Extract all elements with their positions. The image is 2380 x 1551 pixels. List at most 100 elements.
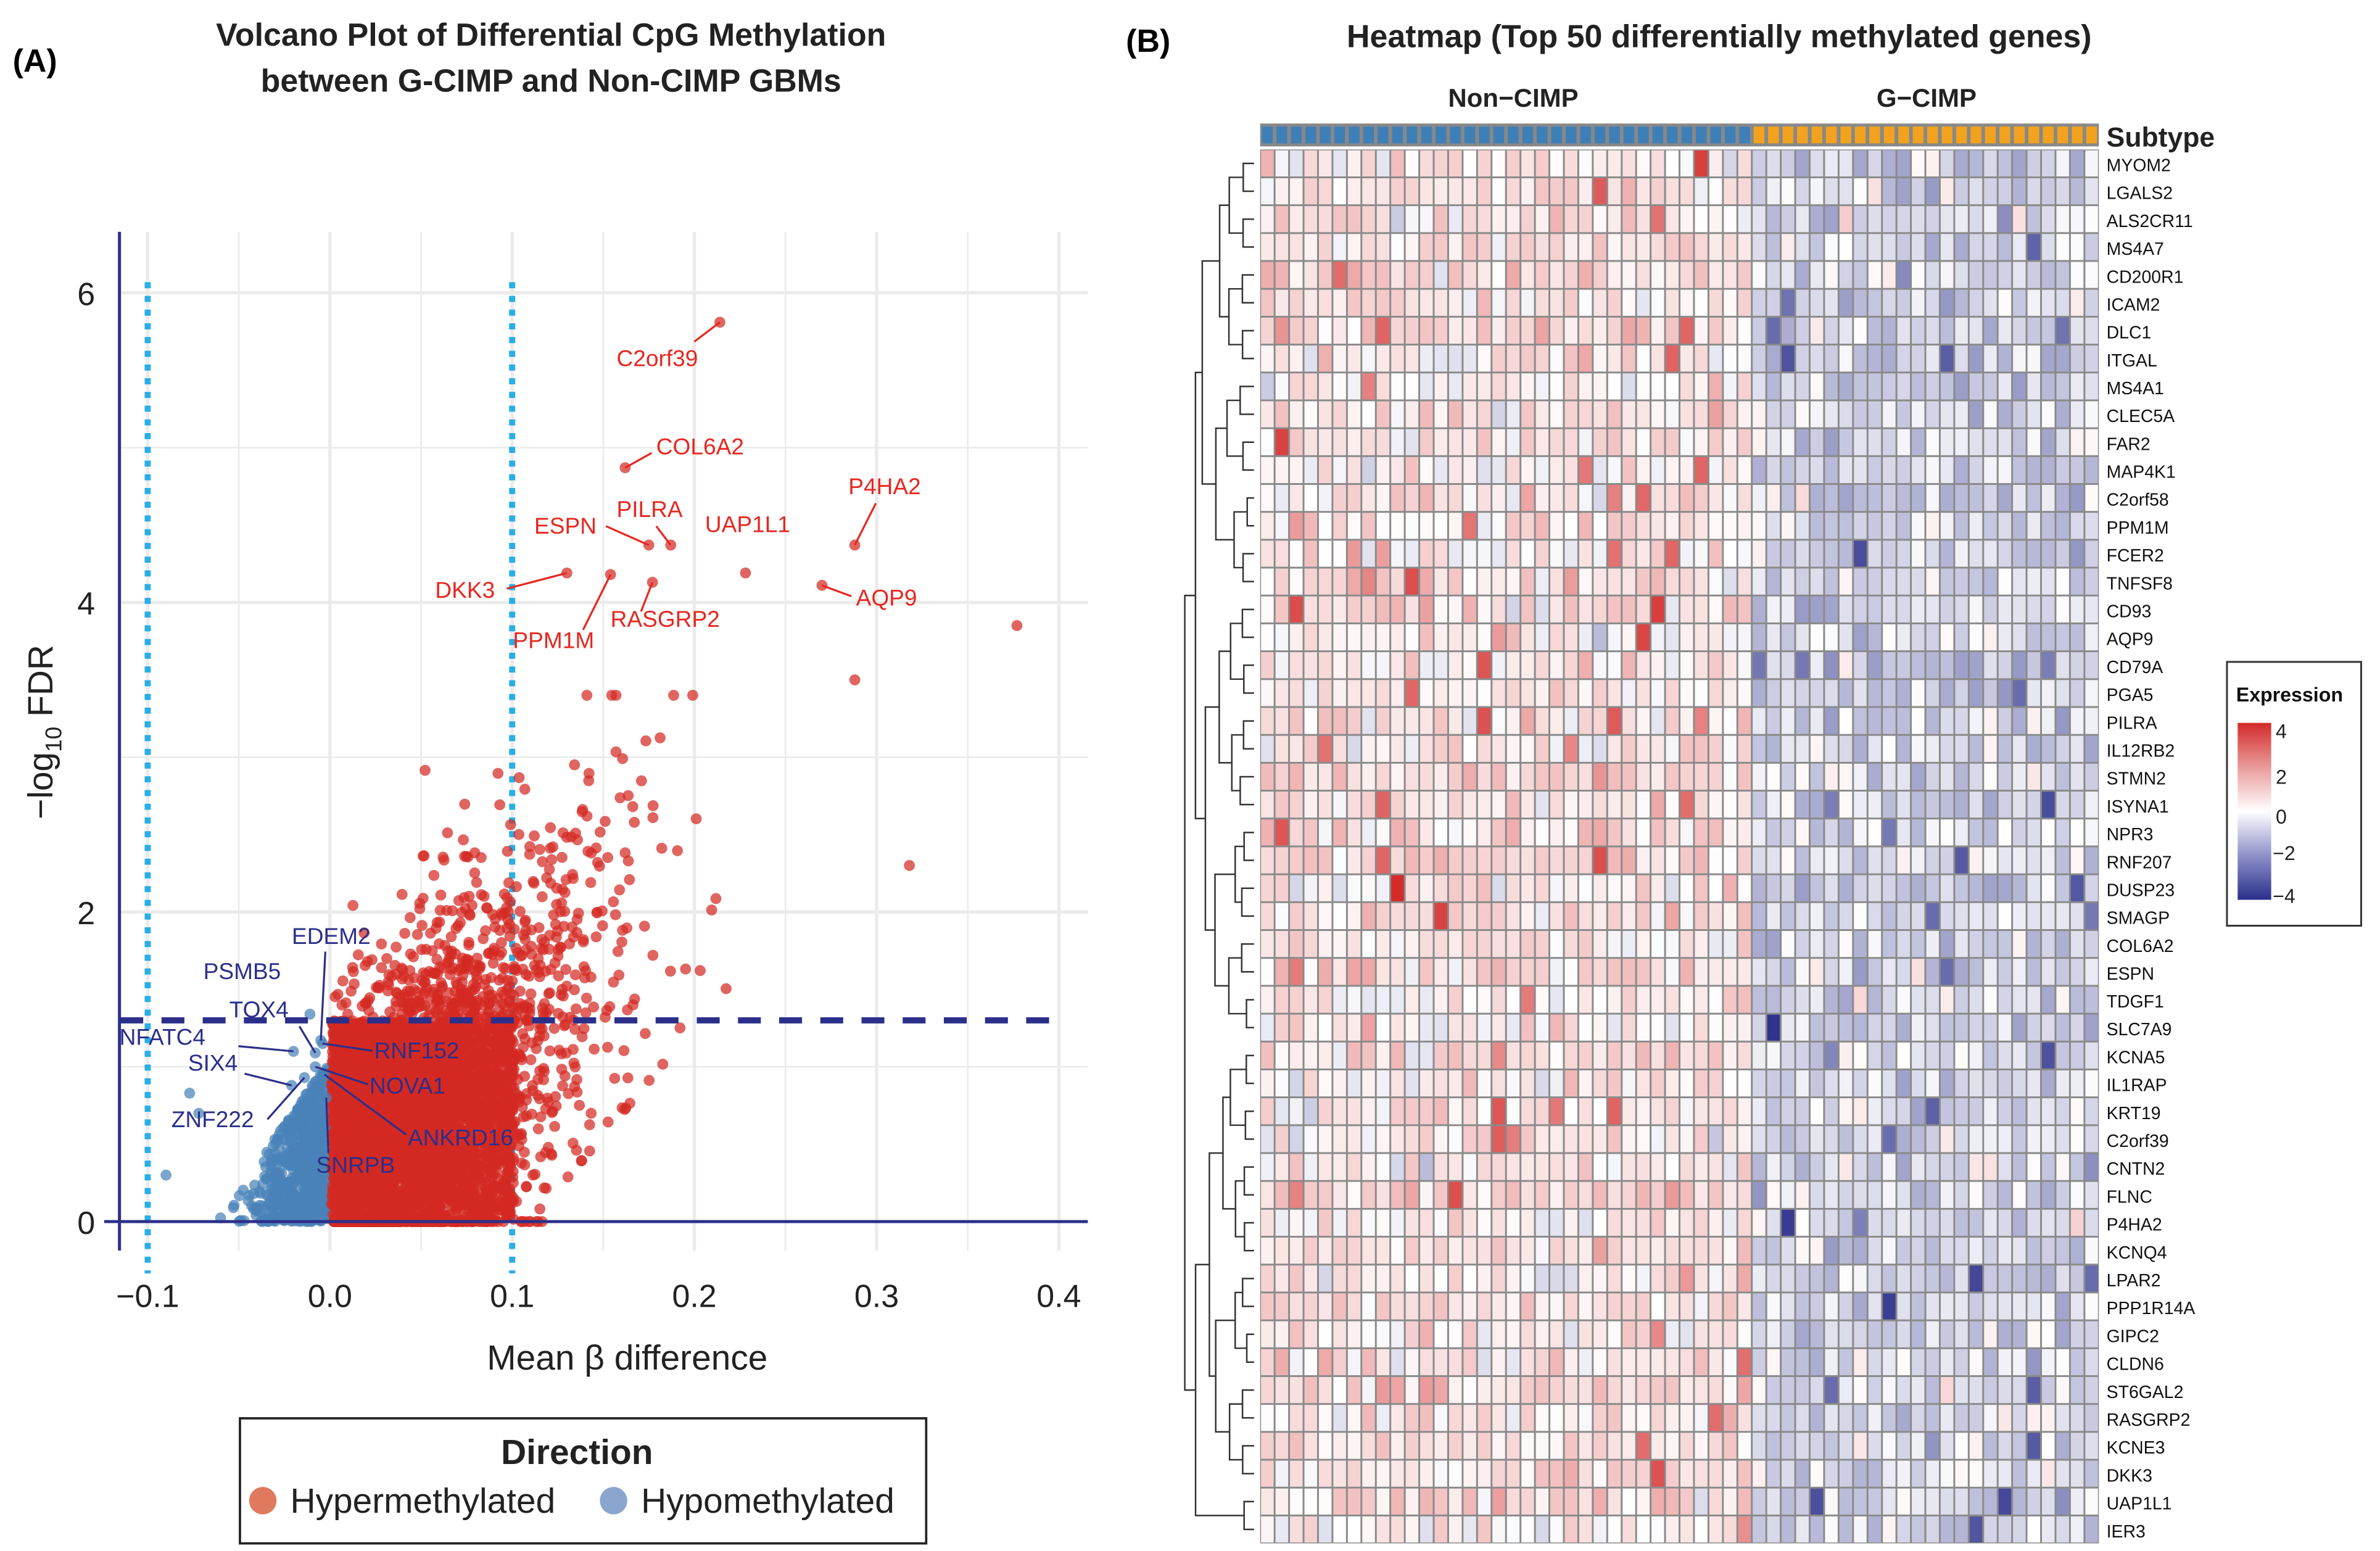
hypo-point — [299, 1204, 310, 1216]
hyper-point — [332, 988, 344, 1000]
hyper-point — [695, 965, 706, 977]
hyper-point — [614, 792, 626, 803]
hypo-point — [263, 1198, 275, 1210]
hyper-point — [511, 1196, 523, 1207]
hyper-point — [390, 941, 402, 953]
hyper-point — [434, 916, 445, 928]
volcano-points — [160, 316, 1023, 1227]
hypo-point — [311, 1195, 322, 1207]
hyper-point — [622, 1004, 633, 1015]
hyper-point — [584, 1119, 595, 1130]
hyper-point — [635, 775, 647, 787]
hypo-point — [293, 1133, 305, 1144]
hyper-point — [336, 999, 348, 1011]
hypo-point — [309, 1076, 321, 1088]
hypo-point — [283, 1115, 294, 1127]
hyper-point — [479, 1035, 490, 1047]
hyper-point — [519, 784, 531, 795]
volcano-panel: (A) Volcano Plot of Differential CpG Met… — [13, 17, 1088, 1545]
panel-a-label: (A) — [13, 43, 57, 79]
hyper-point — [442, 827, 453, 838]
hypo-point — [270, 1168, 281, 1180]
hyper-point — [674, 1022, 686, 1034]
hypo-point — [276, 1175, 288, 1187]
hyper-point — [613, 969, 625, 981]
hyper-point — [687, 690, 698, 701]
hyper-point — [345, 985, 357, 997]
hyper-point — [535, 1111, 547, 1123]
hyper-point — [416, 920, 428, 931]
hyper-point — [537, 891, 548, 903]
hypo-point — [228, 1199, 240, 1211]
hyper-point — [514, 906, 526, 917]
hyper-point — [640, 735, 651, 747]
hypo-point — [312, 1162, 324, 1173]
hypo-point — [234, 1190, 245, 1201]
hyper-point — [664, 966, 676, 977]
hyper-point — [548, 1022, 560, 1034]
hypo-point — [316, 1206, 328, 1217]
hyper-point — [621, 922, 632, 934]
hyper-point — [647, 800, 659, 811]
hyper-point — [458, 834, 469, 846]
hyper-point — [640, 1028, 651, 1040]
hyper-point — [404, 912, 416, 924]
hyper-point — [616, 937, 627, 948]
hyper-point — [710, 893, 722, 904]
hyper-point — [513, 829, 524, 840]
hyper-point — [706, 904, 717, 916]
hypo-point — [297, 1151, 308, 1163]
hyper-point — [494, 925, 506, 937]
hypo-point — [305, 1152, 317, 1164]
hypo-point — [260, 1189, 272, 1201]
hypo-point — [246, 1200, 258, 1212]
hyper-point — [459, 798, 471, 810]
hyper-point — [527, 875, 539, 887]
hyper-point — [521, 1181, 532, 1193]
hyper-point — [481, 902, 492, 914]
hypo-point — [305, 1134, 316, 1146]
volcano-title-line1: Volcano Plot of Differential CpG Methyla… — [216, 17, 886, 53]
hyper-point — [600, 816, 611, 827]
volcano-title-line2: between G-CIMP and Non-CIMP GBMs — [261, 63, 841, 99]
hyper-point — [690, 813, 702, 825]
hyper-point — [480, 1177, 492, 1189]
hyper-point — [417, 850, 429, 862]
hyper-point — [721, 983, 732, 995]
hyper-point — [337, 975, 349, 986]
hyper-point — [585, 1107, 597, 1119]
hypo-point — [312, 1111, 323, 1123]
hyper-point — [503, 877, 514, 888]
hyper-point — [584, 1145, 595, 1157]
hyper-point — [618, 1045, 630, 1056]
hypo-point — [273, 1129, 285, 1141]
hyper-point — [539, 1182, 550, 1194]
hyper-point — [608, 896, 619, 908]
hyper-point — [544, 1045, 556, 1057]
volcano-grid — [119, 231, 1088, 1251]
hyper-point — [547, 841, 559, 853]
hyper-point — [614, 884, 626, 896]
hyper-point — [556, 851, 568, 863]
hyper-point — [496, 937, 507, 948]
hyper-point — [453, 895, 465, 906]
hyper-point — [492, 767, 504, 779]
hyper-point — [503, 1167, 514, 1178]
hyper-point — [647, 949, 659, 961]
hyper-point — [447, 905, 458, 917]
hypo-point — [278, 1190, 289, 1201]
hyper-point — [590, 931, 602, 943]
hyper-point — [428, 870, 440, 881]
hyper-point — [544, 987, 555, 999]
hyper-point — [465, 909, 476, 921]
hyper-point — [431, 953, 442, 965]
hyper-point — [612, 946, 624, 957]
hyper-point — [529, 830, 540, 842]
hyper-point — [434, 904, 446, 916]
hypo-point — [313, 1136, 325, 1148]
hypo-point — [266, 1154, 278, 1166]
hyper-point — [419, 764, 431, 776]
hyper-point — [463, 890, 475, 902]
hyper-point — [473, 1159, 484, 1171]
